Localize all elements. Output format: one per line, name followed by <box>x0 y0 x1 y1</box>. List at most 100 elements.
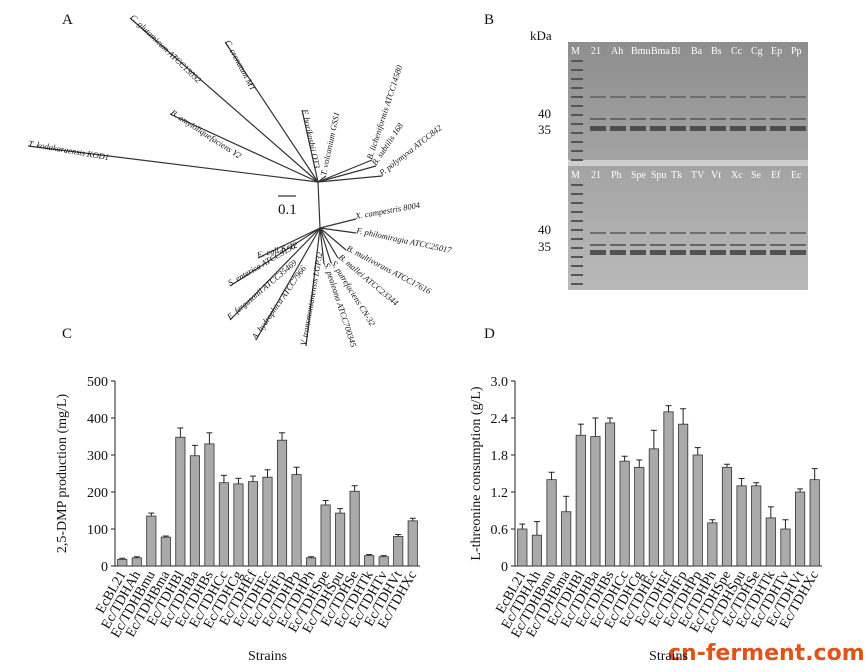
panel-label: B <box>484 12 494 28</box>
bar <box>393 536 404 567</box>
gel-divider <box>568 160 808 166</box>
ladder-band <box>571 87 583 89</box>
band <box>610 250 626 255</box>
band <box>630 232 646 234</box>
bar <box>531 534 543 567</box>
bar <box>131 557 142 567</box>
lane-label: Se <box>751 170 762 181</box>
lane-label: Spe <box>631 170 647 181</box>
ladder-band <box>571 247 583 249</box>
band <box>750 232 766 234</box>
band <box>790 250 806 255</box>
bar <box>663 411 674 567</box>
gel-marker: 40 <box>538 222 551 237</box>
band <box>690 126 706 131</box>
lane-label: Pp <box>791 46 802 57</box>
y-tick-label: 100 <box>87 523 108 538</box>
band <box>710 244 726 246</box>
bar <box>407 520 418 567</box>
band <box>610 126 626 131</box>
ladder-band <box>571 274 583 276</box>
branch <box>319 227 339 259</box>
branch <box>169 113 319 183</box>
bar <box>604 422 616 567</box>
y-tick-label: 200 <box>87 486 108 501</box>
x-axis-label: Strains <box>649 649 688 664</box>
band <box>710 96 726 98</box>
branch <box>317 159 373 183</box>
panel-label: D <box>484 326 495 342</box>
band <box>770 118 786 120</box>
lane-label: Ph <box>611 170 622 181</box>
bar <box>561 511 572 567</box>
band <box>710 232 726 234</box>
y-tick-label: 3.0 <box>491 375 509 390</box>
band <box>770 232 786 234</box>
ladder-band <box>571 256 583 258</box>
band <box>650 96 666 98</box>
bar <box>335 512 346 567</box>
band <box>610 118 626 120</box>
y-tick-label: 0 <box>501 560 508 575</box>
y-axis-label: 2,5-DMP production (mg/L) <box>55 394 70 554</box>
lane-label: Xc <box>731 170 743 181</box>
branch <box>229 227 321 287</box>
ladder-band <box>571 202 583 204</box>
y-tick-label: 0 <box>101 560 108 575</box>
ladder-band <box>571 60 583 62</box>
band <box>630 244 646 246</box>
lane-label: Spu <box>651 170 667 181</box>
band <box>590 244 606 246</box>
lane-label: 21 <box>591 170 601 181</box>
bar <box>765 517 776 567</box>
lane-label: Ef <box>771 170 781 181</box>
lane-label: Ep <box>771 46 782 57</box>
tree-label: V. transmontanensis LGP32 <box>298 250 324 346</box>
band <box>770 126 786 131</box>
band <box>750 126 766 131</box>
y-tick-label: 300 <box>87 449 108 464</box>
ladder-band <box>571 265 583 267</box>
gel-image <box>568 42 808 290</box>
band <box>650 250 666 255</box>
gel-marker: 35 <box>538 239 551 254</box>
bar <box>306 557 317 567</box>
lane-label: Bma <box>651 46 670 57</box>
branch <box>27 145 319 183</box>
band <box>650 232 666 234</box>
band <box>730 250 746 255</box>
tree-label: T. volcanium GSS1 <box>318 111 341 176</box>
tree-scale: 0.1 <box>278 202 297 218</box>
watermark: cn-ferment.com <box>668 641 865 666</box>
band <box>690 232 706 234</box>
ladder-band <box>571 141 583 143</box>
band <box>690 250 706 255</box>
branch <box>319 218 357 229</box>
bar <box>349 490 360 567</box>
band <box>730 126 746 131</box>
bar <box>809 479 820 567</box>
bar <box>233 483 244 567</box>
ladder-band <box>571 159 583 161</box>
bar <box>780 528 791 567</box>
ladder-band <box>571 229 583 231</box>
branch <box>317 165 377 183</box>
bar <box>262 476 273 567</box>
band <box>750 244 766 246</box>
bar <box>364 555 375 567</box>
tree-label: F. philomiragia ATCC25017 <box>355 225 454 255</box>
lane-label: TV <box>691 170 705 181</box>
bar <box>721 466 733 567</box>
y-tick-label: 1.8 <box>491 449 509 464</box>
gel-marker: 40 <box>538 106 551 121</box>
ladder-band <box>571 283 583 285</box>
y-axis-label: L-threonine consumption (g/L) <box>469 386 484 561</box>
band <box>610 232 626 234</box>
band <box>750 96 766 98</box>
bar <box>751 485 762 567</box>
lane-label: Tk <box>671 170 682 181</box>
band <box>630 126 646 131</box>
ladder-band <box>571 184 583 186</box>
bar <box>247 481 259 567</box>
ladder-band <box>571 114 583 116</box>
